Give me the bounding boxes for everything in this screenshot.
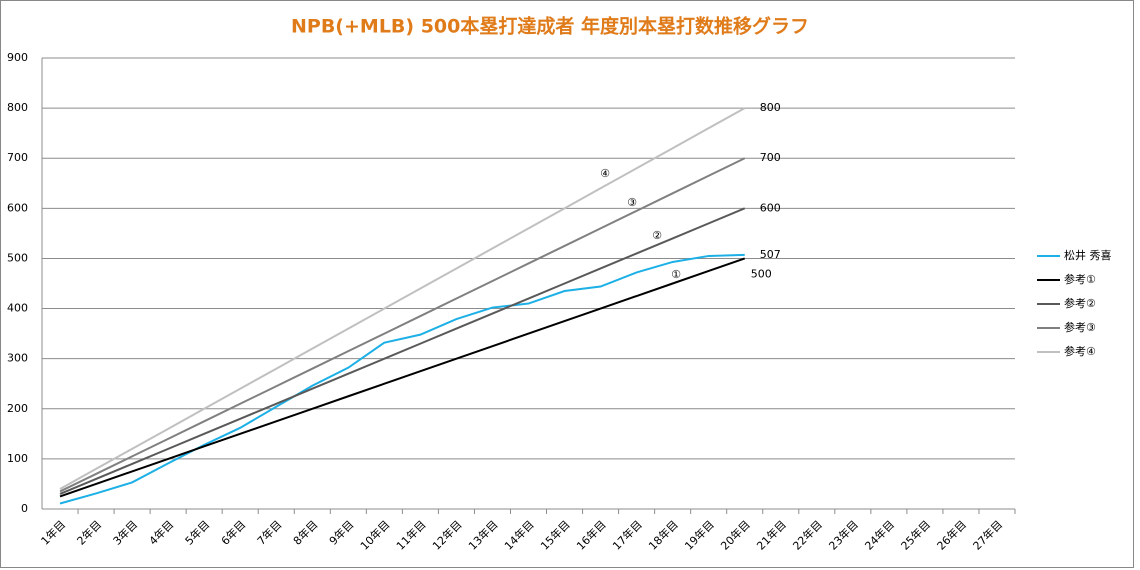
y-tick-label: 200 [7, 402, 28, 415]
end-label: 507 [760, 248, 781, 261]
end-label: 500 [751, 267, 772, 280]
legend-label: 参考③ [1064, 320, 1096, 334]
series-line [59, 257, 746, 498]
annotation: ① [671, 268, 681, 281]
annotation: ③ [627, 196, 637, 209]
legend-label: 松井 秀喜 [1064, 248, 1112, 262]
series-line [59, 107, 746, 490]
y-tick-label: 900 [7, 51, 28, 64]
y-tick-label: 0 [21, 502, 28, 515]
y-tick-label: 300 [7, 352, 28, 365]
legend-label: 参考② [1064, 296, 1096, 310]
y-tick-label: 800 [7, 101, 28, 114]
annotation: ④ [600, 167, 610, 180]
y-tick-label: 500 [7, 251, 28, 264]
series-line [59, 157, 746, 493]
y-tick-label: 400 [7, 302, 28, 315]
y-tick-label: 100 [7, 452, 28, 465]
y-tick-label: 700 [7, 151, 28, 164]
series-line [59, 253, 745, 505]
end-label: 700 [760, 151, 781, 164]
end-label: 800 [760, 101, 781, 114]
y-tick-label: 600 [7, 201, 28, 214]
chart-title: NPB(+MLB) 500本塁打達成者 年度別本塁打数推移グラフ [291, 15, 809, 38]
end-label: 600 [760, 201, 781, 214]
annotation: ② [652, 229, 662, 242]
legend-label: 参考① [1064, 272, 1096, 286]
series-line [59, 207, 746, 495]
legend-label: 参考④ [1064, 344, 1096, 358]
